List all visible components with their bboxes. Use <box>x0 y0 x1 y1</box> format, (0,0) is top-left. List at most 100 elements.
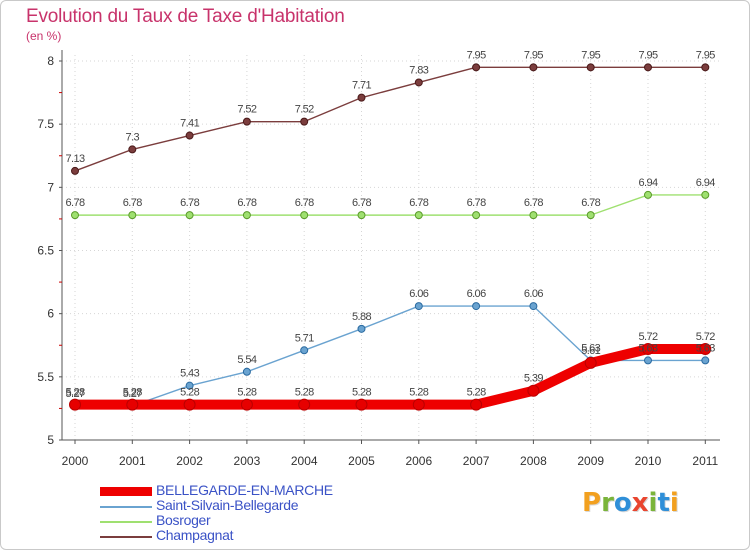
data-label: 5.43 <box>180 368 199 380</box>
data-label: 7.95 <box>696 49 715 61</box>
data-point <box>128 145 137 154</box>
data-point <box>300 117 309 126</box>
data-label: 7.41 <box>180 118 199 130</box>
data-point <box>642 343 654 356</box>
logo-letter: o <box>613 488 632 518</box>
data-point <box>586 63 595 72</box>
data-label: 5.28 <box>123 387 142 399</box>
data-label: 5.28 <box>409 387 428 399</box>
data-point <box>71 211 79 220</box>
data-point <box>699 343 712 356</box>
data-label: 6.78 <box>123 197 142 209</box>
data-point <box>414 211 423 220</box>
data-point <box>185 131 194 140</box>
data-point <box>644 356 652 365</box>
data-label: 6.06 <box>524 288 543 300</box>
logo-letter: r <box>601 488 614 518</box>
data-point <box>586 211 595 220</box>
data-point <box>298 398 311 411</box>
data-point <box>701 356 710 365</box>
data-point <box>71 166 79 175</box>
data-point <box>644 190 652 199</box>
data-label: 5.63 <box>581 342 600 354</box>
data-point <box>357 211 366 220</box>
logo-letter: P <box>582 488 602 518</box>
x-tick-label: 2002 <box>176 454 203 468</box>
data-label: 5.61 <box>581 345 600 357</box>
data-label: 5.72 <box>696 331 715 343</box>
data-point <box>357 93 366 102</box>
chart-unit-label: (en %) <box>26 29 62 43</box>
series-line-champagnat <box>74 66 706 172</box>
data-point <box>472 211 481 220</box>
data-label: 6.94 <box>638 177 657 189</box>
legend-label: Bosroger <box>156 512 211 528</box>
data-label: 7.3 <box>126 131 140 143</box>
data-label: 6.78 <box>237 197 256 209</box>
legend-swatch <box>100 521 152 523</box>
proxiti-logo: Proxiti <box>582 488 679 518</box>
data-label: 7.52 <box>295 104 314 116</box>
legend-swatch <box>100 487 152 496</box>
x-tick-label: 2007 <box>463 454 490 468</box>
y-tick-label: 8 <box>47 54 54 68</box>
logo-letter: i <box>669 488 679 518</box>
data-label: 5.63 <box>696 342 715 354</box>
data-label: 6.78 <box>409 197 428 209</box>
data-label: 6.06 <box>467 288 486 300</box>
data-point <box>240 398 253 411</box>
x-tick-label: 2010 <box>635 454 662 468</box>
data-point <box>242 367 251 376</box>
y-tick-label: 6 <box>47 307 54 321</box>
legend-swatch <box>100 536 152 538</box>
data-point <box>644 63 652 72</box>
x-tick-label: 2006 <box>405 454 432 468</box>
data-point <box>470 398 483 411</box>
data-label: 6.06 <box>409 288 428 300</box>
data-label: 7.95 <box>581 49 600 61</box>
data-point <box>242 117 251 126</box>
data-label: 7.13 <box>65 153 84 165</box>
x-tick-label: 2001 <box>119 454 146 468</box>
series-line-bosroger <box>74 194 706 216</box>
data-label: 6.78 <box>352 197 371 209</box>
data-label: 6.78 <box>524 197 543 209</box>
legend-label: BELLEGARDE-EN-MARCHE <box>156 482 333 498</box>
data-label: 5.63 <box>638 342 657 354</box>
data-label: 5.28 <box>295 387 314 399</box>
data-point <box>701 190 710 199</box>
data-point <box>185 381 194 390</box>
data-label: 6.94 <box>696 177 715 189</box>
data-point <box>527 384 540 397</box>
data-point <box>355 398 368 411</box>
data-label: 5.28 <box>352 387 371 399</box>
data-label: 7.95 <box>524 49 543 61</box>
series-line-bellegarde-en-marche <box>70 344 711 410</box>
x-tick-label: 2011 <box>692 454 718 468</box>
y-tick-label: 7.5 <box>37 117 54 131</box>
data-point <box>300 346 309 355</box>
data-label: 5.54 <box>237 354 256 366</box>
data-label: 6.78 <box>581 197 600 209</box>
data-label: 6.78 <box>180 197 199 209</box>
data-label: 7.52 <box>237 104 256 116</box>
data-label: 5.27 <box>65 388 84 400</box>
x-tick-label: 2005 <box>348 454 375 468</box>
data-point <box>472 63 481 72</box>
data-point <box>300 211 309 220</box>
legend-label: Saint-Silvain-Bellegarde <box>156 497 299 513</box>
data-label: 5.28 <box>237 387 256 399</box>
logo-letter: i <box>648 488 658 518</box>
data-label: 7.83 <box>409 64 428 76</box>
data-label: 7.71 <box>352 80 371 92</box>
data-point <box>126 398 139 411</box>
data-point <box>412 398 425 411</box>
data-label: 6.78 <box>65 197 84 209</box>
legend-label: Champagnat <box>156 527 234 543</box>
data-point <box>414 78 423 87</box>
data-label: 5.72 <box>638 331 657 343</box>
y-tick-label: 6.5 <box>37 244 54 258</box>
data-label: 6.78 <box>295 197 314 209</box>
line-chart: 5 5.5 6 6.5 7 7.5 8 2000 2001 2002 2003 2004 2005 200… <box>37 49 720 468</box>
